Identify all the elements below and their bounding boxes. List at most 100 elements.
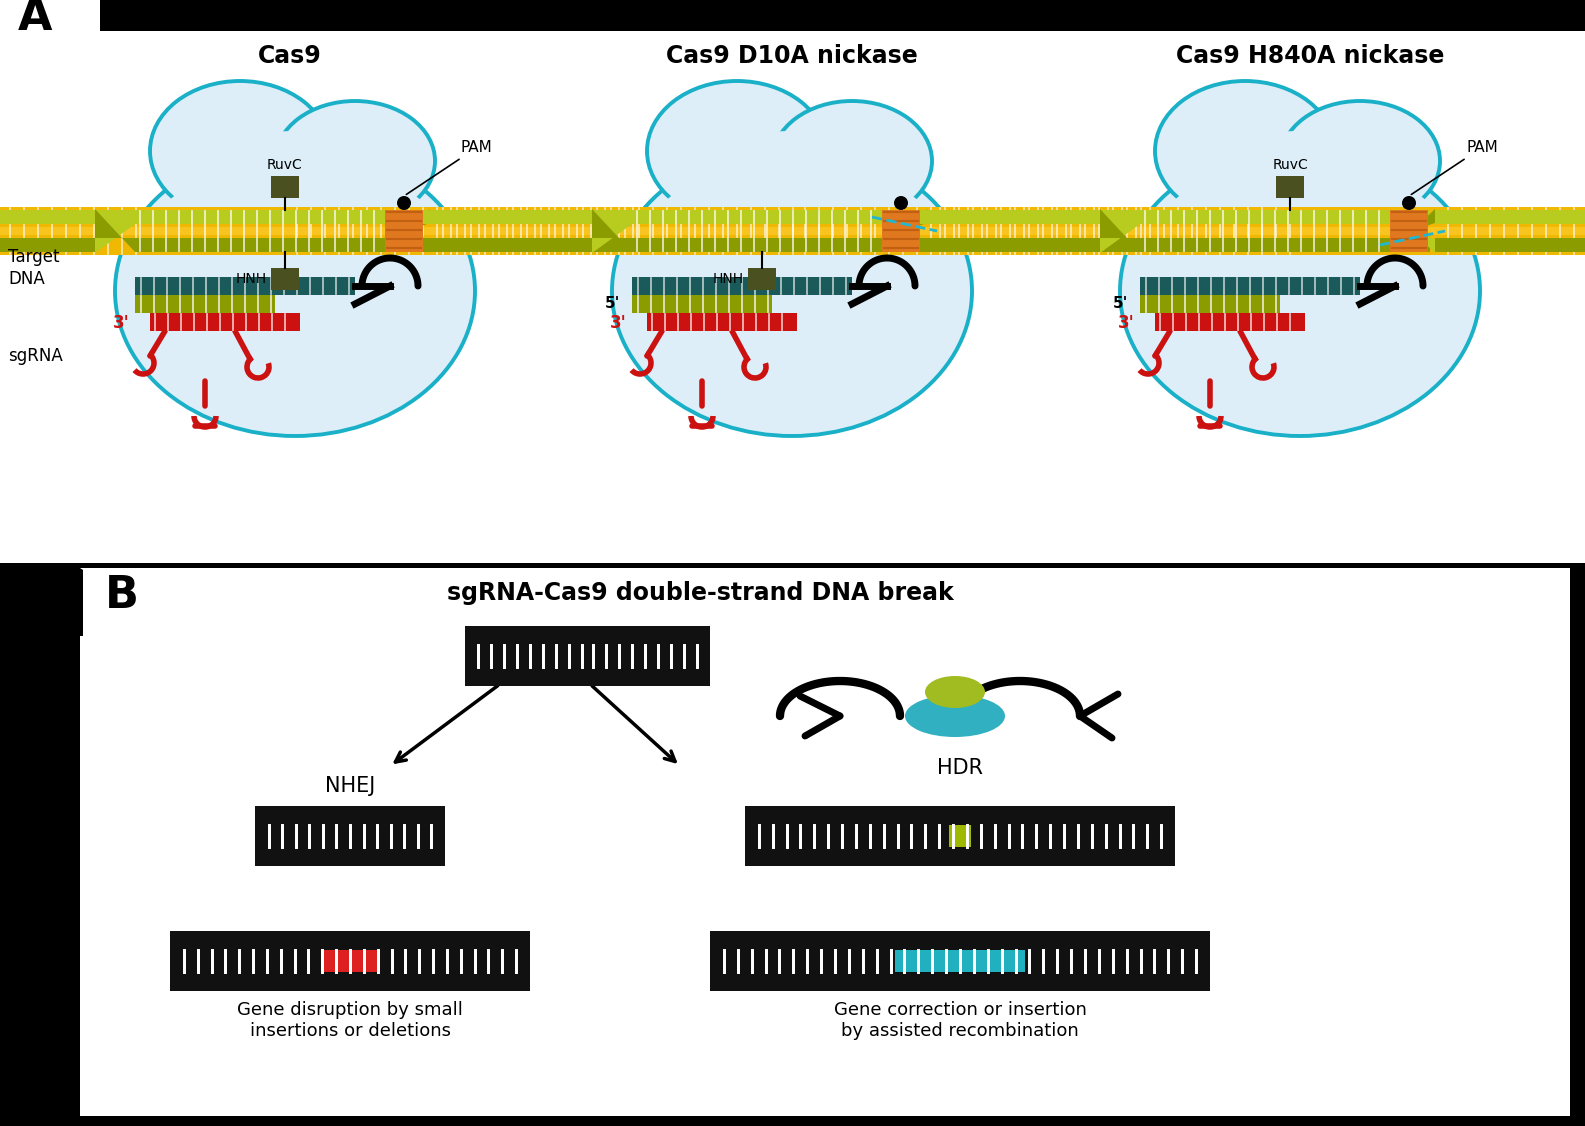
Bar <box>800 211 1100 224</box>
Bar <box>710 972 1209 991</box>
Bar <box>170 950 322 972</box>
Bar <box>135 277 355 295</box>
Bar <box>135 211 425 224</box>
Bar <box>1276 176 1304 198</box>
Bar <box>271 176 300 198</box>
Bar <box>1140 211 1430 224</box>
Bar <box>1140 277 1360 295</box>
Text: HDR: HDR <box>937 758 983 778</box>
Bar <box>800 238 1100 252</box>
Text: 5': 5' <box>604 296 620 312</box>
Bar <box>271 268 300 291</box>
Bar <box>1434 238 1585 252</box>
Text: 5': 5' <box>1113 296 1129 312</box>
Bar <box>745 847 1174 866</box>
Bar <box>748 268 777 291</box>
Text: Cas9 H840A nickase: Cas9 H840A nickase <box>1176 44 1444 68</box>
Polygon shape <box>79 568 185 636</box>
Bar <box>1025 950 1209 972</box>
Text: PAM: PAM <box>1411 140 1498 195</box>
Text: HNH: HNH <box>713 272 743 286</box>
Bar <box>464 626 594 645</box>
Bar <box>377 950 529 972</box>
Bar <box>0 238 95 252</box>
Bar <box>292 211 593 224</box>
Ellipse shape <box>185 131 406 231</box>
Bar <box>255 806 445 825</box>
Bar <box>79 568 160 622</box>
Bar <box>632 277 853 295</box>
Bar <box>881 211 919 252</box>
Bar <box>151 313 300 331</box>
Ellipse shape <box>1281 101 1441 221</box>
Bar <box>800 207 1585 254</box>
Bar <box>292 207 1292 254</box>
Ellipse shape <box>125 157 464 426</box>
Bar <box>292 238 593 252</box>
Text: 3': 3' <box>1119 314 1135 332</box>
Bar <box>464 667 594 686</box>
Polygon shape <box>593 211 632 253</box>
Polygon shape <box>1100 209 1140 252</box>
Text: Cas9 D10A nickase: Cas9 D10A nickase <box>666 44 918 68</box>
Bar <box>0 0 1585 563</box>
Polygon shape <box>1390 211 1434 253</box>
Bar <box>0 207 796 254</box>
Bar <box>322 950 377 972</box>
Circle shape <box>1403 196 1415 211</box>
Ellipse shape <box>772 101 932 221</box>
Text: A: A <box>17 0 52 39</box>
Bar <box>580 667 710 686</box>
Text: Target
DNA: Target DNA <box>8 248 60 288</box>
Text: 3': 3' <box>113 314 130 332</box>
Bar <box>896 950 1025 972</box>
Bar <box>1390 211 1428 252</box>
Ellipse shape <box>116 146 475 436</box>
Bar <box>100 0 1585 32</box>
Text: HNH: HNH <box>236 272 266 286</box>
Text: B: B <box>105 574 139 617</box>
Bar <box>632 295 772 313</box>
Bar <box>949 825 972 847</box>
Ellipse shape <box>276 101 434 221</box>
Text: PAM: PAM <box>406 140 493 195</box>
Polygon shape <box>95 209 135 252</box>
Polygon shape <box>79 568 160 622</box>
Bar <box>79 568 1571 1116</box>
Bar <box>800 227 1585 235</box>
Ellipse shape <box>682 131 902 231</box>
Ellipse shape <box>647 81 827 221</box>
Ellipse shape <box>621 157 962 426</box>
Bar <box>255 847 445 866</box>
Circle shape <box>396 196 411 211</box>
Ellipse shape <box>926 676 984 708</box>
Bar <box>79 568 82 636</box>
Circle shape <box>894 196 908 211</box>
Text: RuvC: RuvC <box>1273 158 1308 172</box>
Bar <box>255 825 445 847</box>
Bar <box>580 626 710 645</box>
Bar <box>0 227 796 235</box>
Bar <box>710 950 896 972</box>
Bar <box>385 211 423 252</box>
Polygon shape <box>1100 211 1140 253</box>
Bar <box>1155 313 1304 331</box>
Polygon shape <box>881 211 927 253</box>
Polygon shape <box>79 568 160 622</box>
Text: Gene correction or insertion
by assisted recombination: Gene correction or insertion by assisted… <box>834 1001 1086 1039</box>
Bar <box>710 931 1209 950</box>
Ellipse shape <box>1130 157 1469 426</box>
Bar <box>745 825 949 847</box>
Bar <box>1140 238 1430 252</box>
Text: Gene disruption by small
insertions or deletions: Gene disruption by small insertions or d… <box>238 1001 463 1039</box>
Bar <box>464 645 594 667</box>
Bar <box>927 238 1292 252</box>
Bar <box>580 645 710 667</box>
Bar <box>170 931 529 950</box>
Bar <box>79 568 185 636</box>
Polygon shape <box>385 211 430 253</box>
Bar <box>135 295 276 313</box>
Text: Cas9: Cas9 <box>258 44 322 68</box>
Polygon shape <box>881 209 927 252</box>
Bar <box>170 972 529 991</box>
